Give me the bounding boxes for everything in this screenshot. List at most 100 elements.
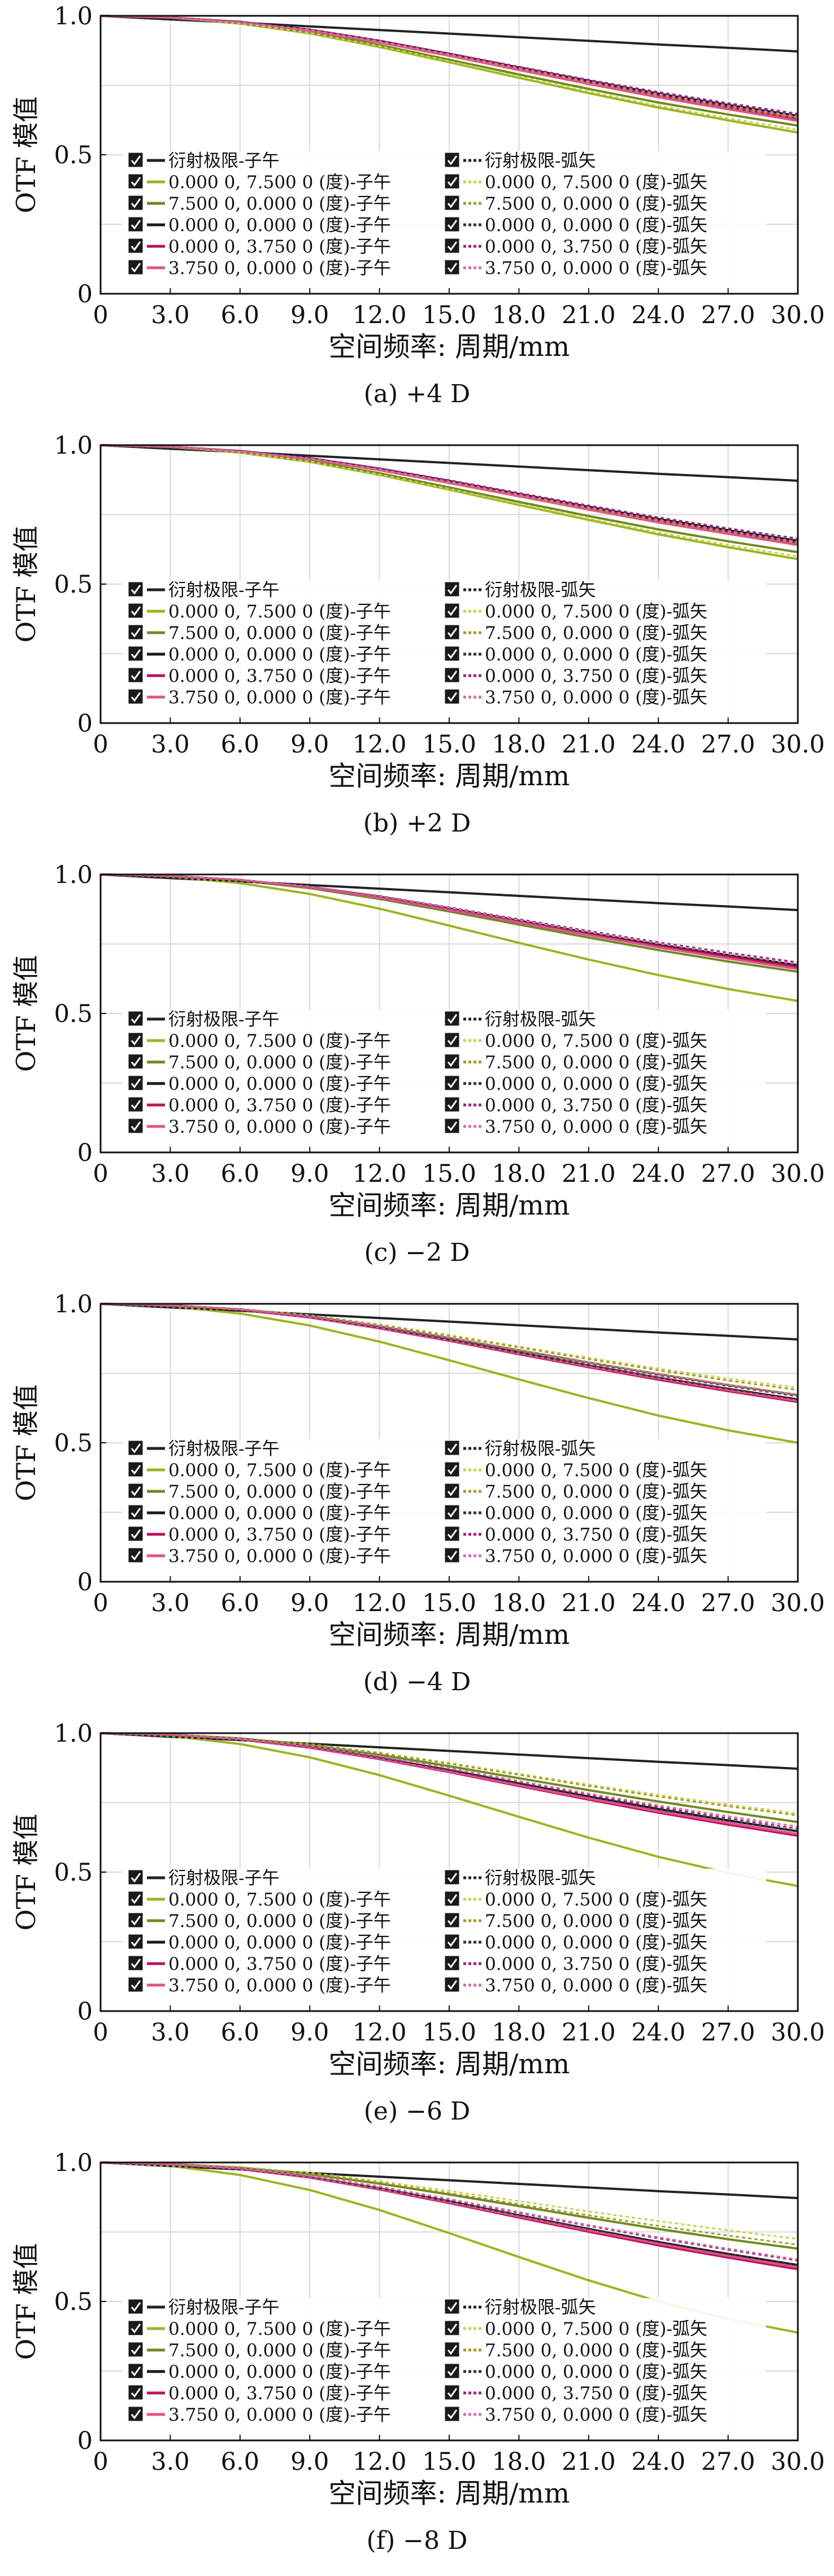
legend-label: 0.000 0, 3.750 0 (度)-弧矢 xyxy=(485,1525,707,1545)
x-tick-label: 21.0 xyxy=(562,2448,616,2476)
checkmark-icon xyxy=(131,241,141,251)
legend-label: 衍射极限-弧矢 xyxy=(485,1868,596,1889)
series-line xyxy=(100,1303,798,1396)
checkmark-icon xyxy=(131,1980,141,1990)
x-tick-label: 24.0 xyxy=(631,301,685,329)
checkmark-icon xyxy=(131,220,141,230)
y-tick-label: 1.0 xyxy=(54,2,93,31)
x-tick-label: 3.0 xyxy=(151,1589,189,1617)
x-tick-label: 24.0 xyxy=(631,1160,685,1188)
checkmark-icon xyxy=(447,585,458,595)
chart-panel: 衍射极限-子午 0.000 0, 7.500 0 (度)-子午 7.500 0, 0… xyxy=(0,859,834,1288)
legend-label: 3.750 0, 0.000 0 (度)-子午 xyxy=(168,258,391,279)
figure-caption: (e) −6 D xyxy=(364,2097,470,2126)
series-line xyxy=(100,2161,798,2199)
x-tick-label: 18.0 xyxy=(492,730,546,759)
legend-checkbox-icon xyxy=(128,195,143,210)
chart-legend: 衍射极限-子午0.000 0, 7.500 0 (度)-子午7.500 0, 0… xyxy=(122,151,766,293)
checkmark-icon xyxy=(131,1937,141,1947)
legend-checkbox-icon xyxy=(128,2321,143,2335)
checkmark-icon xyxy=(447,220,458,230)
legend-label: 0.000 0, 3.750 0 (度)-弧矢 xyxy=(485,666,707,686)
legend-checkbox-icon xyxy=(128,1548,143,1563)
checkmark-icon xyxy=(447,1508,458,1518)
series-line xyxy=(100,1732,798,1887)
legend-checkbox-icon xyxy=(128,1462,143,1477)
x-axis-label: 空间频率: 周期/mm xyxy=(329,1190,570,1221)
legend-checkbox-icon xyxy=(128,238,143,253)
checkmark-icon xyxy=(447,2409,458,2420)
series-line xyxy=(100,1732,798,1770)
chart-panel: 衍射极限-子午 0.000 0, 7.500 0 (度)-子午 7.500 0, 0… xyxy=(0,1288,834,1717)
legend-label: 0.000 0, 0.000 0 (度)-子午 xyxy=(168,215,391,236)
checkmark-icon xyxy=(447,1014,458,1024)
legend-checkbox-icon xyxy=(128,1011,143,1026)
legend-label: 0.000 0, 7.500 0 (度)-子午 xyxy=(168,1031,391,1051)
legend-checkbox-icon xyxy=(128,217,143,232)
legend-checkbox-icon xyxy=(128,689,143,704)
y-axis-label: OTF 模值 xyxy=(11,526,41,643)
checkmark-icon xyxy=(447,1959,458,1969)
x-tick-label: 18.0 xyxy=(492,301,546,329)
legend-label: 0.000 0, 7.500 0 (度)-弧矢 xyxy=(485,1031,707,1051)
checkmark-icon xyxy=(131,1121,141,1132)
legend-label: 0.000 0, 3.750 0 (度)-子午 xyxy=(168,666,391,686)
x-tick-label: 21.0 xyxy=(562,730,616,759)
y-tick-label: 1.0 xyxy=(54,1290,93,1319)
legend-checkbox-icon xyxy=(445,1483,459,1498)
legend-checkbox-icon xyxy=(445,1934,459,1949)
legend-label: 0.000 0, 3.750 0 (度)-子午 xyxy=(168,237,391,257)
chart-svg: 衍射极限-子午0.000 0, 7.500 0 (度)-子午7.500 0, 0… xyxy=(11,1290,825,1696)
legend-label: 7.500 0, 0.000 0 (度)-弧矢 xyxy=(485,1052,707,1073)
legend-checkbox-icon xyxy=(445,1977,459,1992)
checkmark-icon xyxy=(447,2388,458,2398)
legend-checkbox-icon xyxy=(128,1119,143,1133)
checkmark-icon xyxy=(131,1035,141,1046)
legend-checkbox-icon xyxy=(445,646,459,661)
legend-label: 衍射极限-弧矢 xyxy=(485,1009,596,1030)
legend-checkbox-icon xyxy=(445,1441,459,1455)
legend-checkbox-icon xyxy=(445,625,459,639)
legend-label: 0.000 0, 7.500 0 (度)-弧矢 xyxy=(485,1460,707,1481)
checkmark-icon xyxy=(447,692,458,702)
series-line xyxy=(100,1303,798,1391)
checkmark-icon xyxy=(131,692,141,702)
x-tick-label: 6.0 xyxy=(221,301,259,329)
figure-caption: (b) +2 D xyxy=(363,809,471,838)
x-tick-label: 27.0 xyxy=(701,1160,755,1188)
chart-svg: 衍射极限-子午0.000 0, 7.500 0 (度)-子午7.500 0, 0… xyxy=(11,432,825,838)
y-tick-label: 1.0 xyxy=(54,432,93,460)
series-line xyxy=(100,15,798,118)
x-axis-label: 空间频率: 周期/mm xyxy=(329,760,570,792)
legend-label: 7.500 0, 0.000 0 (度)-子午 xyxy=(168,194,391,214)
x-tick-label: 15.0 xyxy=(422,2448,476,2476)
checkmark-icon xyxy=(447,1465,458,1475)
checkmark-icon xyxy=(447,1121,458,1132)
legend-checkbox-icon xyxy=(128,260,143,275)
x-tick-label: 21.0 xyxy=(562,301,616,329)
x-tick-label: 12.0 xyxy=(353,301,407,329)
legend-background xyxy=(122,1869,766,2010)
checkmark-icon xyxy=(131,1014,141,1024)
x-tick-label: 0 xyxy=(93,1589,108,1617)
legend-background xyxy=(122,2298,766,2439)
legend-checkbox-icon xyxy=(445,582,459,597)
series-line xyxy=(100,2161,798,2269)
legend-checkbox-icon xyxy=(128,2385,143,2400)
checkmark-icon xyxy=(447,1529,458,1539)
series-line xyxy=(100,1732,798,1817)
checkmark-icon xyxy=(447,1486,458,1496)
y-axis-label: OTF 模值 xyxy=(11,1385,41,1502)
y-axis-label: OTF 模值 xyxy=(11,2243,41,2360)
chart-panel: 衍射极限-子午 0.000 0, 7.500 0 (度)-子午 7.500 0, 0… xyxy=(0,1717,834,2147)
legend-checkbox-icon xyxy=(445,1462,459,1477)
x-tick-label: 0 xyxy=(93,1160,108,1188)
checkmark-icon xyxy=(447,2366,458,2377)
legend-checkbox-icon xyxy=(445,2364,459,2378)
legend-label: 衍射极限-子午 xyxy=(168,1868,279,1889)
series-line xyxy=(100,15,798,122)
x-axis-label: 空间频率: 周期/mm xyxy=(329,2478,570,2509)
legend-checkbox-icon xyxy=(128,2407,143,2421)
legend-checkbox-icon xyxy=(128,1913,143,1927)
legend-label: 3.750 0, 0.000 0 (度)-子午 xyxy=(168,1975,391,1996)
